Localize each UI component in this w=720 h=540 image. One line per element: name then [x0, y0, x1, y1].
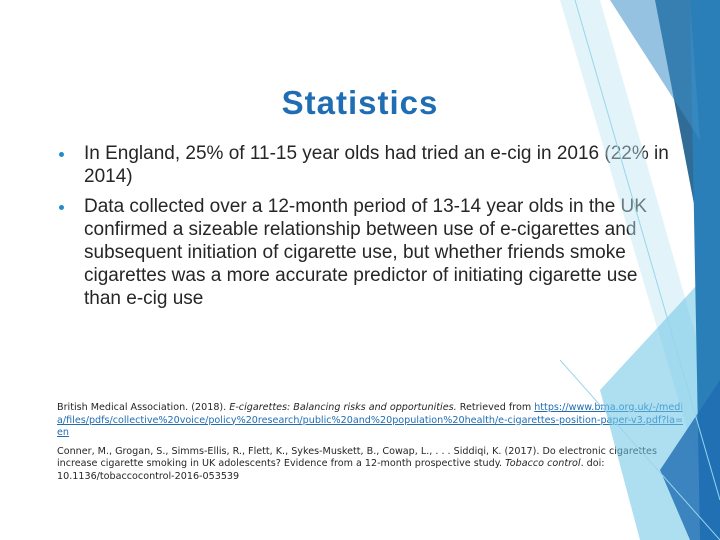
ref-italic: E-cigarettes: Balancing risks and opport…: [229, 402, 457, 413]
ref-text: Retrieved from: [456, 402, 535, 413]
references: British Medical Association. (2018). E-c…: [57, 402, 687, 489]
reference: British Medical Association. (2018). E-c…: [57, 402, 687, 440]
bullet-text: Data collected over a 12-month period of…: [84, 196, 647, 309]
reference: Conner, M., Grogan, S., Simms-Ellis, R.,…: [57, 446, 687, 484]
bullet: Data collected over a 12-month period of…: [57, 195, 677, 310]
deco-shape: [690, 0, 720, 540]
bullet-dot: [59, 205, 64, 210]
bullet-dot: [59, 152, 64, 157]
bullet-text: In England, 25% of 11-15 year olds had t…: [84, 143, 669, 187]
bullet: In England, 25% of 11-15 year olds had t…: [57, 142, 677, 188]
bullet-list: In England, 25% of 11-15 year olds had t…: [57, 142, 677, 317]
ref-italic: Tobacco control: [505, 458, 581, 469]
ref-text: British Medical Association. (2018).: [57, 402, 230, 413]
ref-text: Conner, M., Grogan, S., Simms-Ellis, R.,…: [57, 445, 657, 470]
slide-title: Statistics: [281, 84, 439, 121]
